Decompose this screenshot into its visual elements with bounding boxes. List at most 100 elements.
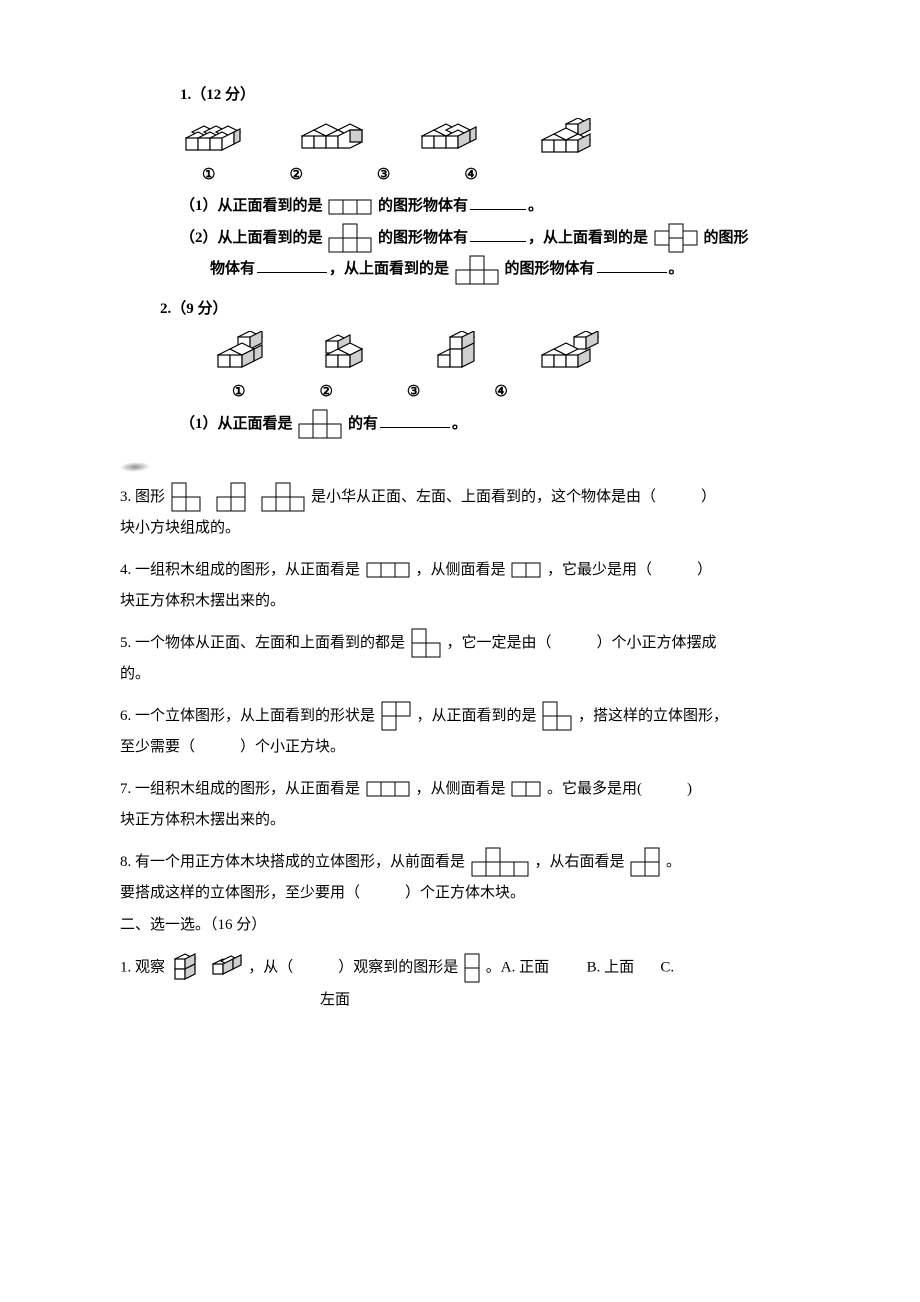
q1-line2-d: 的图形 [704, 230, 749, 246]
q1-figures-row [180, 118, 800, 158]
q4-a: 4. 一组积木组成的图形，从正面看是 [120, 562, 360, 578]
grid-L4-icon [455, 255, 499, 285]
blank[interactable] [597, 257, 667, 273]
blank[interactable] [380, 412, 450, 428]
grid-front5-icon [471, 847, 529, 877]
q2-fig-1 [212, 331, 276, 375]
q1-line3-a: 物体有 [210, 261, 255, 277]
q7: 7. 一组积木组成的图形，从正面看是 ，从侧面看是 。它最多是用( ) [120, 774, 800, 806]
section2-header: 二、选一选。（16 分） [120, 910, 800, 942]
grid-top-icon [381, 701, 411, 731]
blank[interactable] [470, 194, 526, 210]
q8-b: ，从右面看是 [535, 854, 625, 870]
grid-1x3-icon [328, 199, 372, 215]
q2-header: 2.（9 分） [160, 294, 800, 326]
q5-c: 的。 [120, 659, 800, 691]
q6-d: 至少需要（ ）个小正方块。 [120, 732, 800, 764]
q1-labels: ① ② ③ ④ [202, 160, 800, 192]
blank[interactable] [257, 257, 327, 273]
q1-line3: 物体有 ，从上面看到的是 的图形物体有 。 [210, 254, 800, 286]
q1-line3-d: 。 [669, 261, 684, 277]
blank[interactable] [470, 226, 526, 242]
grid-front-icon [542, 701, 572, 731]
q1-line3-c: 的图形物体有 [505, 261, 595, 277]
grid-1x3b-icon [366, 562, 410, 578]
q2-fig-4 [536, 331, 606, 375]
q1-line2-c: ，从上面看到的是 [528, 230, 648, 246]
q2-fig-3 [428, 331, 492, 375]
q1-label-1: ① [202, 160, 215, 192]
q3: 3. 图形 是小华从正面、左面、上面看到的，这个物体是由（ ） [120, 482, 800, 514]
grid-T-icon [298, 409, 342, 439]
q6-c: ，搭这样的立体图形， [578, 708, 728, 724]
s2q1-d: B. 上面 [587, 959, 635, 975]
q8-d: 要搭成这样的立体图形，至少要用（ ）个正方体木块。 [120, 878, 800, 910]
q3-c: 块小方块组成的。 [120, 513, 800, 545]
s2q1-c: 。A. 正面 [486, 959, 549, 975]
q7-a: 7. 一组积木组成的图形，从正面看是 [120, 781, 360, 797]
q1-label-2: ② [289, 160, 302, 192]
s2q1-a: 1. 观察 [120, 959, 165, 975]
q1-line1-a: （1）从正面看到的是 [180, 198, 323, 214]
s2q1-fig1 [171, 951, 201, 985]
q1-label-4: ④ [464, 160, 477, 192]
q1-line1-b: 的图形物体有 [378, 198, 468, 214]
q4: 4. 一组积木组成的图形，从正面看是 ，从侧面看是 ，它最少是用（ ） [120, 555, 800, 587]
q8: 8. 有一个用正方体木块搭成的立体图形，从前面看是 ，从右面看是 。 [120, 847, 800, 879]
q1-line3-b: ，从上面看到的是 [329, 261, 449, 277]
q2-line1-b: 的有 [348, 416, 378, 432]
grid-right3-icon [630, 847, 660, 877]
q2-fig-2 [320, 331, 384, 375]
grid-L3b-icon [216, 482, 246, 512]
q2-labels: ① ② ③ ④ [232, 377, 800, 409]
q2-label-2: ② [319, 377, 332, 409]
q4-b: ，从侧面看是 [416, 562, 506, 578]
q2-label-3: ③ [407, 377, 420, 409]
q1-line2: （2）从上面看到的是 的图形物体有 ，从上面看到的是 的图形 [180, 223, 800, 255]
grid-cross-icon [654, 223, 698, 253]
scan-smudge [118, 462, 152, 472]
grid-2x1-icon [464, 953, 480, 983]
grid-L3c-icon [411, 628, 441, 658]
q3-b: 是小华从正面、左面、上面看到的，这个物体是由（ ） [311, 489, 716, 505]
q2-figures-row [210, 331, 800, 375]
q1-fig-1 [182, 122, 252, 158]
s2q1-f: 左面 [320, 985, 800, 1017]
q1-fig-2 [296, 122, 372, 158]
q4-d: 块正方体积木摆出来的。 [120, 586, 800, 618]
q7-b: ，从侧面看是 [416, 781, 506, 797]
q8-a: 8. 有一个用正方体木块搭成的立体图形，从前面看是 [120, 854, 465, 870]
q6-b: ，从正面看到的是 [417, 708, 537, 724]
grid-T4-icon [261, 482, 305, 512]
q1-header: 1.（12 分） [180, 80, 800, 112]
q1-label-3: ③ [377, 160, 390, 192]
q8-c: 。 [666, 854, 681, 870]
q2-label-4: ④ [494, 377, 507, 409]
q1-line1: （1）从正面看到的是 的图形物体有 。 [180, 191, 800, 223]
q1-line1-c: 。 [528, 198, 543, 214]
s2q1-fig2 [209, 954, 243, 982]
q5-b: ，它一定是由（ ）个小正方体摆成 [447, 635, 717, 651]
grid-1x2-icon [511, 562, 541, 578]
grid-L3-icon [171, 482, 201, 512]
q7-c: 。它最多是用( ) [547, 781, 692, 797]
grid-1x2b-icon [511, 781, 541, 797]
q5-a: 5. 一个物体从正面、左面和上面看到的都是 [120, 635, 405, 651]
q6: 6. 一个立体图形，从上面看到的形状是 ，从正面看到的是 ，搭这样的立体图形， [120, 701, 800, 733]
q7-d: 块正方体积木摆出来的。 [120, 805, 800, 837]
q3-a: 3. 图形 [120, 489, 165, 505]
q2-line1-a: （1）从正面看是 [180, 416, 293, 432]
q1-fig-4 [536, 118, 606, 158]
q1-line2-b: 的图形物体有 [378, 230, 468, 246]
s2q1-b: ，从（ ）观察到的图形是 [248, 959, 458, 975]
q2-line1: （1）从正面看是 的有 。 [180, 409, 800, 441]
q6-a: 6. 一个立体图形，从上面看到的形状是 [120, 708, 375, 724]
grid-1x3c-icon [366, 781, 410, 797]
q1-fig-3 [416, 122, 492, 158]
grid-2x3-offset-icon [328, 223, 372, 253]
q1-line2-a: （2）从上面看到的是 [180, 230, 323, 246]
q2-line1-c: 。 [452, 416, 467, 432]
q4-c: ，它最少是用（ ） [547, 562, 712, 578]
s2q1: 1. 观察 ，从（ ）观察到的图形是 。A. 正面 B. 上面 C. [120, 951, 800, 985]
q2-label-1: ① [232, 377, 245, 409]
